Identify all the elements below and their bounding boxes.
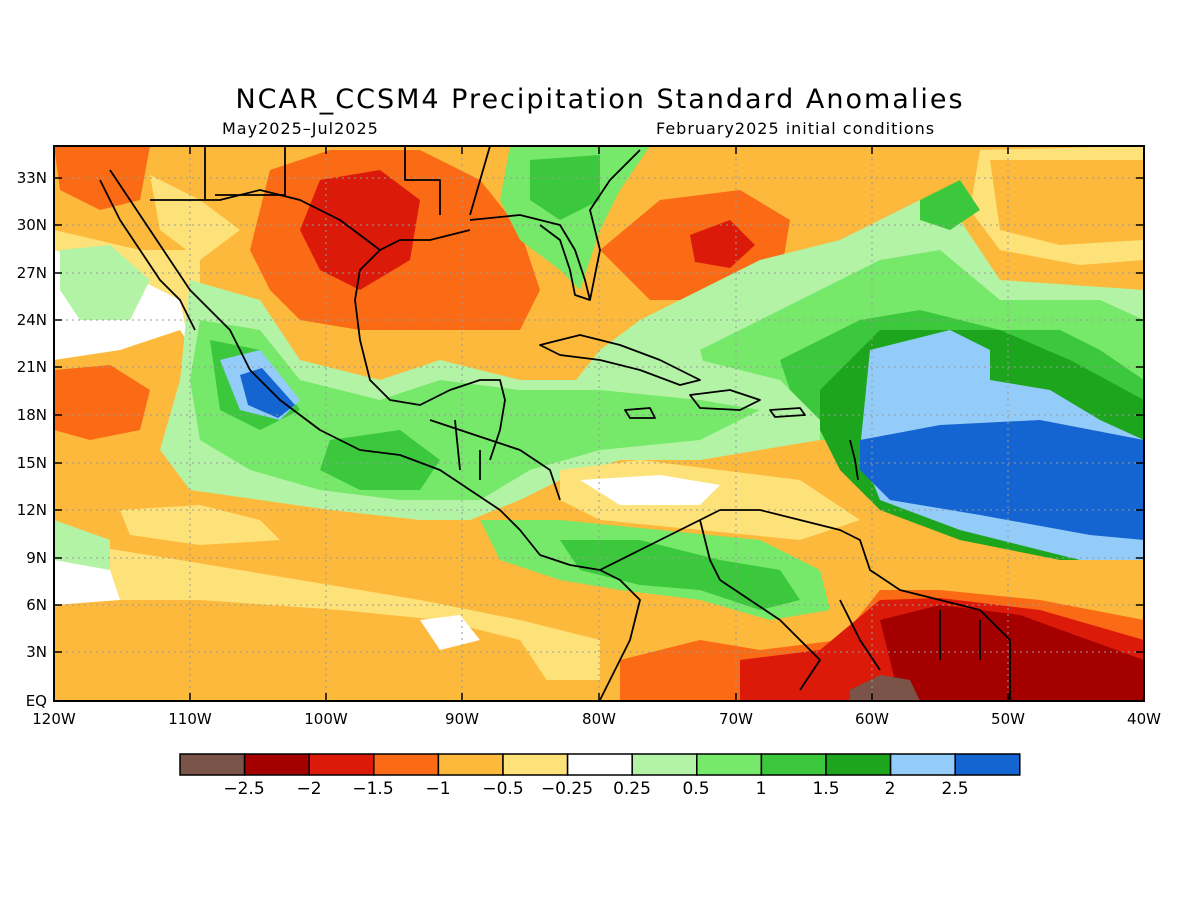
legend-label: −0.25 bbox=[541, 779, 593, 799]
lon-axis: 120W 110W 100W 90W 80W 70W 60W 50W 40W bbox=[32, 710, 1161, 728]
legend-label: 1 bbox=[756, 779, 767, 799]
lon-label: 40W bbox=[1127, 710, 1161, 728]
legend-label: 0.5 bbox=[682, 779, 709, 799]
lon-label: 90W bbox=[445, 710, 479, 728]
lon-label: 50W bbox=[991, 710, 1025, 728]
lon-label: 70W bbox=[719, 710, 753, 728]
lon-label: 110W bbox=[168, 710, 212, 728]
coastlines bbox=[99, 146, 1011, 701]
initial-conditions: February2025 initial conditions bbox=[656, 119, 936, 138]
legend-swatch bbox=[308, 753, 375, 776]
legend-swatch bbox=[696, 753, 763, 776]
lat-label: 15N bbox=[17, 454, 47, 472]
lat-label: 30N bbox=[17, 216, 47, 234]
lat-label: 27N bbox=[17, 264, 47, 282]
legend-label: 2 bbox=[885, 779, 896, 799]
legend-swatch bbox=[889, 753, 956, 776]
lat-label: 6N bbox=[26, 596, 47, 614]
lon-label: 100W bbox=[304, 710, 348, 728]
legend-swatch bbox=[631, 753, 698, 776]
lat-label: 3N bbox=[26, 643, 47, 661]
legend-label: −1.5 bbox=[352, 779, 393, 799]
lon-label: 80W bbox=[582, 710, 616, 728]
legend-label: −2.5 bbox=[223, 779, 264, 799]
lat-label: EQ bbox=[26, 692, 47, 710]
lat-axis: 33N 30N 27N 24N 21N 18N 15N 12N 9N 6N 3N… bbox=[17, 169, 47, 710]
legend-label: 2.5 bbox=[941, 779, 968, 799]
graticule bbox=[54, 146, 1144, 701]
legend-swatch bbox=[502, 753, 569, 776]
legend-labels: −2.5 −2 −1.5 −1 −0.5 −0.25 0.25 0.5 1 1.… bbox=[223, 779, 968, 799]
lat-label: 9N bbox=[26, 549, 47, 567]
lat-label: 33N bbox=[17, 169, 47, 187]
color-legend bbox=[179, 753, 1021, 776]
axis-ticks bbox=[53, 146, 1145, 702]
legend-label: −0.5 bbox=[482, 779, 523, 799]
lat-label: 12N bbox=[17, 501, 47, 519]
forecast-period: May2025–Jul2025 bbox=[222, 119, 379, 138]
legend-label: −2 bbox=[296, 779, 321, 799]
legend-swatch bbox=[373, 753, 440, 776]
legend-swatch bbox=[825, 753, 892, 776]
lat-label: 21N bbox=[17, 358, 47, 376]
legend-swatch bbox=[760, 753, 827, 776]
lon-label: 60W bbox=[855, 710, 889, 728]
legend-swatch bbox=[954, 753, 1021, 776]
lat-label: 24N bbox=[17, 311, 47, 329]
map-title: NCAR_CCSM4 Precipitation Standard Anomal… bbox=[235, 84, 965, 115]
legend-swatch bbox=[566, 753, 633, 776]
legend-swatch bbox=[437, 753, 504, 776]
legend-swatch bbox=[243, 753, 310, 776]
legend-label: 1.5 bbox=[812, 779, 839, 799]
anomaly-field bbox=[54, 146, 1144, 701]
lon-label: 120W bbox=[32, 710, 76, 728]
legend-label: 0.25 bbox=[613, 779, 651, 799]
legend-label: −1 bbox=[425, 779, 450, 799]
legend-swatch bbox=[179, 753, 246, 776]
lat-label: 18N bbox=[17, 406, 47, 424]
